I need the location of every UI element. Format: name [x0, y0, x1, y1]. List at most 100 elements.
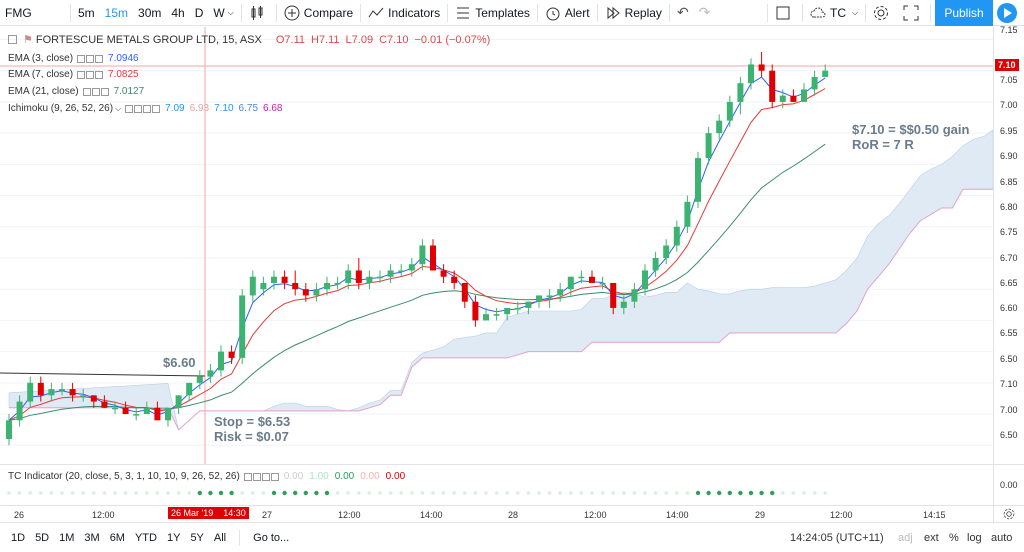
divider: [360, 3, 362, 22]
ichimoku-legend[interactable]: Ichimoku (9, 26, 52, 26) ⌵ 7.09 6.93 7.1…: [8, 103, 282, 114]
range-6m[interactable]: 6M: [109, 531, 125, 544]
candle-up: [705, 133, 712, 159]
indicator-axis[interactable]: 0.00: [993, 464, 1024, 505]
indicator-controls[interactable]: [77, 70, 104, 79]
tc-dot: [388, 491, 393, 495]
play-circle-icon[interactable]: [996, 2, 1018, 24]
price-chart[interactable]: [0, 27, 993, 464]
percent-toggle[interactable]: %: [949, 531, 959, 544]
templates-button[interactable]: Templates: [450, 0, 535, 26]
symbol-search[interactable]: FMG: [0, 0, 68, 26]
alert-button[interactable]: Alert: [540, 0, 595, 26]
candle-down: [122, 407, 129, 415]
undo-icon: ↶: [676, 4, 689, 20]
goto-button[interactable]: Go to...: [253, 531, 290, 544]
replay-button[interactable]: Replay: [600, 0, 667, 26]
ror-annotation: RoR = 7 R: [852, 137, 914, 152]
interval-15m[interactable]: 15m: [100, 0, 133, 26]
range-all[interactable]: All: [213, 531, 227, 544]
log-toggle[interactable]: log: [967, 531, 982, 544]
interval-4h[interactable]: 4h: [166, 0, 189, 26]
divider: [240, 3, 242, 22]
candle-up: [673, 226, 680, 246]
candle-down: [440, 270, 447, 277]
undo-button[interactable]: ↶: [672, 0, 694, 26]
interval-label: 5m: [78, 5, 95, 20]
price-tick: 6.50: [1000, 354, 1018, 364]
interval-30m[interactable]: 30m: [133, 0, 166, 26]
candle-up: [196, 376, 203, 383]
tc-dot: [49, 491, 54, 495]
interval-d[interactable]: D: [190, 0, 209, 26]
tc-dot: [791, 491, 796, 495]
candle-up: [377, 276, 383, 279]
tc-indicator-legend[interactable]: TC Indicator (20, close, 5, 3, 1, 10, 10…: [8, 471, 405, 482]
layout-button[interactable]: TC ⌵: [805, 0, 863, 26]
ema21-line: [8, 143, 826, 421]
candle-down: [769, 70, 776, 102]
candle-up: [748, 64, 754, 84]
ext-toggle[interactable]: ext: [924, 531, 939, 544]
axis-settings-button[interactable]: [993, 505, 1024, 522]
publish-button[interactable]: Publish: [935, 0, 993, 26]
tc-indicator-pane[interactable]: TC Indicator (20, close, 5, 3, 1, 10, 10…: [0, 464, 993, 505]
ema21-legend[interactable]: EMA (21, close) 7.0127: [8, 86, 144, 97]
gain-annotation: $7.10 = $$0.50 gain: [852, 122, 970, 137]
price-axis[interactable]: 7.15 7.05 7.00 6.95 6.90 6.85 6.80 6.75 …: [993, 25, 1024, 464]
settings-button[interactable]: [868, 0, 898, 26]
indicator-controls[interactable]: [125, 104, 161, 113]
price-tick: 7.15: [1000, 25, 1018, 35]
candle-up: [48, 389, 55, 396]
interval-5m[interactable]: 5m: [73, 0, 100, 26]
candle-up: [59, 389, 65, 391]
expand-icon: [903, 5, 919, 21]
ichimoku-span-b: 6.68: [263, 103, 283, 114]
auto-toggle[interactable]: auto: [991, 531, 1013, 544]
indicator-controls[interactable]: [77, 54, 104, 63]
time-axis[interactable]: 26 12:00 27 12:00 14:00 28 12:00 14:00 2…: [0, 505, 993, 521]
symbol-label: FMG: [5, 5, 32, 20]
time-tick: 12:00: [92, 510, 115, 520]
range-ytd[interactable]: YTD: [134, 531, 157, 544]
collapse-icon[interactable]: [8, 35, 17, 44]
price-tick: 6.55: [1000, 328, 1018, 338]
interval-w[interactable]: W ⌵: [208, 0, 238, 26]
candle-down: [228, 351, 235, 358]
range-1d[interactable]: 1D: [11, 531, 26, 544]
redo-icon: ↷: [698, 4, 711, 20]
range-1m[interactable]: 1M: [59, 531, 75, 544]
fullscreen-chart-button[interactable]: [770, 0, 800, 26]
ema7-legend[interactable]: EMA (7, close) 7.0825: [8, 69, 139, 80]
candle-up: [207, 370, 214, 377]
candle-up: [271, 276, 277, 283]
tc-dot: [706, 490, 711, 496]
tc-dot: [39, 491, 43, 495]
expand-button[interactable]: [898, 0, 928, 26]
chevron-down-icon: ⌵: [115, 103, 122, 113]
indicator-controls[interactable]: [82, 87, 110, 96]
compare-button[interactable]: Compare: [279, 0, 358, 26]
range-1y[interactable]: 1Y: [166, 531, 181, 544]
tc-dot: [441, 491, 446, 495]
indicators-button[interactable]: Indicators: [363, 0, 445, 26]
candle-up: [536, 295, 542, 302]
candle-up: [175, 395, 182, 408]
clock-display[interactable]: 14:24:05 (UTC+11): [790, 531, 884, 544]
tc-dot: [187, 491, 191, 495]
chart-style-button[interactable]: [244, 0, 274, 26]
range-5y[interactable]: 5Y: [190, 531, 204, 544]
range-5d[interactable]: 5D: [35, 531, 50, 544]
adj-toggle[interactable]: adj: [898, 531, 913, 544]
ema-lines: [8, 76, 826, 421]
cloud-lower-line: [9, 188, 993, 431]
range-3m[interactable]: 3M: [84, 531, 100, 544]
indicator-controls[interactable]: [243, 472, 280, 481]
tc-dot: [802, 491, 806, 495]
divider: [275, 3, 277, 22]
tc-dot: [727, 490, 732, 496]
redo-button[interactable]: ↷: [694, 0, 716, 26]
tc-dot: [218, 490, 224, 496]
ema3-legend[interactable]: EMA (3, close) 7.0946: [8, 53, 139, 64]
tc-dot: [653, 491, 658, 495]
tc-dot: [17, 491, 22, 495]
